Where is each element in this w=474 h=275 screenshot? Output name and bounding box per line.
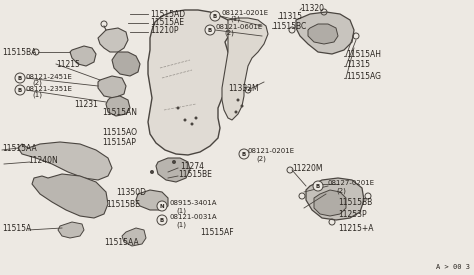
- Polygon shape: [136, 190, 168, 210]
- Circle shape: [150, 170, 154, 174]
- Text: (1): (1): [176, 208, 186, 214]
- Polygon shape: [122, 228, 146, 246]
- Circle shape: [157, 215, 167, 225]
- Polygon shape: [156, 158, 190, 182]
- Text: A > 00 3: A > 00 3: [436, 264, 470, 270]
- Text: 11210P: 11210P: [150, 26, 179, 35]
- Text: 11253P: 11253P: [338, 210, 366, 219]
- Text: B: B: [213, 13, 217, 18]
- Text: (2): (2): [336, 188, 346, 194]
- Text: N: N: [160, 204, 164, 208]
- Text: 11274: 11274: [180, 162, 204, 171]
- Circle shape: [239, 149, 249, 159]
- Text: B: B: [316, 183, 320, 188]
- Text: 11320: 11320: [300, 4, 324, 13]
- Text: 11515BE: 11515BE: [178, 170, 212, 179]
- Circle shape: [157, 201, 167, 211]
- Text: 11315: 11315: [346, 60, 370, 69]
- Text: B: B: [208, 28, 212, 32]
- Circle shape: [237, 98, 239, 101]
- Text: 11515AF: 11515AF: [200, 228, 234, 237]
- Text: 11515BB: 11515BB: [338, 198, 372, 207]
- Polygon shape: [58, 222, 84, 238]
- Polygon shape: [112, 52, 140, 76]
- Text: 08121-0031A: 08121-0031A: [170, 214, 218, 220]
- Circle shape: [15, 85, 25, 95]
- Circle shape: [172, 160, 176, 164]
- Circle shape: [205, 25, 215, 35]
- Text: 08121-0201E: 08121-0201E: [222, 10, 269, 16]
- Text: B: B: [18, 76, 22, 81]
- Polygon shape: [32, 174, 108, 218]
- Text: 11515AE: 11515AE: [150, 18, 184, 27]
- Circle shape: [240, 104, 244, 108]
- Text: B: B: [18, 87, 22, 92]
- Text: (1): (1): [176, 222, 186, 229]
- Polygon shape: [308, 24, 338, 44]
- Circle shape: [183, 119, 186, 122]
- Polygon shape: [70, 46, 96, 66]
- Text: 08121-2451E: 08121-2451E: [26, 74, 73, 80]
- Text: 11315: 11315: [278, 12, 302, 21]
- Polygon shape: [98, 76, 126, 98]
- Text: (1): (1): [230, 16, 240, 23]
- Polygon shape: [306, 178, 364, 220]
- Text: 11515AN: 11515AN: [102, 108, 137, 117]
- Text: 08127-0201E: 08127-0201E: [328, 180, 375, 186]
- Polygon shape: [106, 96, 130, 116]
- Circle shape: [313, 181, 323, 191]
- Circle shape: [235, 111, 237, 114]
- Text: 11515A: 11515A: [2, 224, 31, 233]
- Text: 11515AA: 11515AA: [2, 144, 37, 153]
- Text: 11231: 11231: [74, 100, 98, 109]
- Text: 08121-0201E: 08121-0201E: [248, 148, 295, 154]
- Polygon shape: [296, 12, 354, 54]
- Polygon shape: [314, 190, 346, 216]
- Polygon shape: [98, 28, 128, 52]
- Polygon shape: [222, 18, 268, 120]
- Circle shape: [210, 11, 220, 21]
- Text: 11515BC: 11515BC: [272, 22, 306, 31]
- Text: 11515BA: 11515BA: [2, 48, 36, 57]
- Text: 08121-0601E: 08121-0601E: [216, 24, 263, 30]
- Text: 08121-2351E: 08121-2351E: [26, 86, 73, 92]
- Text: 11515AG: 11515AG: [346, 72, 381, 81]
- Text: 11515AA: 11515AA: [104, 238, 139, 247]
- Circle shape: [191, 122, 193, 125]
- Text: B: B: [242, 152, 246, 156]
- Text: 11515AH: 11515AH: [346, 50, 381, 59]
- Text: 11215: 11215: [56, 60, 80, 69]
- Text: 11215+A: 11215+A: [338, 224, 374, 233]
- Circle shape: [194, 117, 198, 120]
- Circle shape: [176, 106, 180, 109]
- Text: (2): (2): [32, 80, 42, 87]
- Text: 08915-3401A: 08915-3401A: [170, 200, 218, 206]
- Text: B: B: [160, 218, 164, 222]
- Text: 11350D: 11350D: [116, 188, 146, 197]
- Text: 11515BE: 11515BE: [106, 200, 140, 209]
- Circle shape: [15, 73, 25, 83]
- Polygon shape: [148, 10, 232, 155]
- Text: 11332M: 11332M: [228, 84, 259, 93]
- Text: (2): (2): [224, 30, 234, 37]
- Text: 11515AO: 11515AO: [102, 128, 137, 137]
- Polygon shape: [18, 142, 112, 180]
- Text: 11515AP: 11515AP: [102, 138, 136, 147]
- Text: (1): (1): [32, 92, 42, 98]
- Text: 11240N: 11240N: [28, 156, 58, 165]
- Text: 11515AD: 11515AD: [150, 10, 185, 19]
- Text: (2): (2): [256, 156, 266, 163]
- Text: 11220M: 11220M: [292, 164, 322, 173]
